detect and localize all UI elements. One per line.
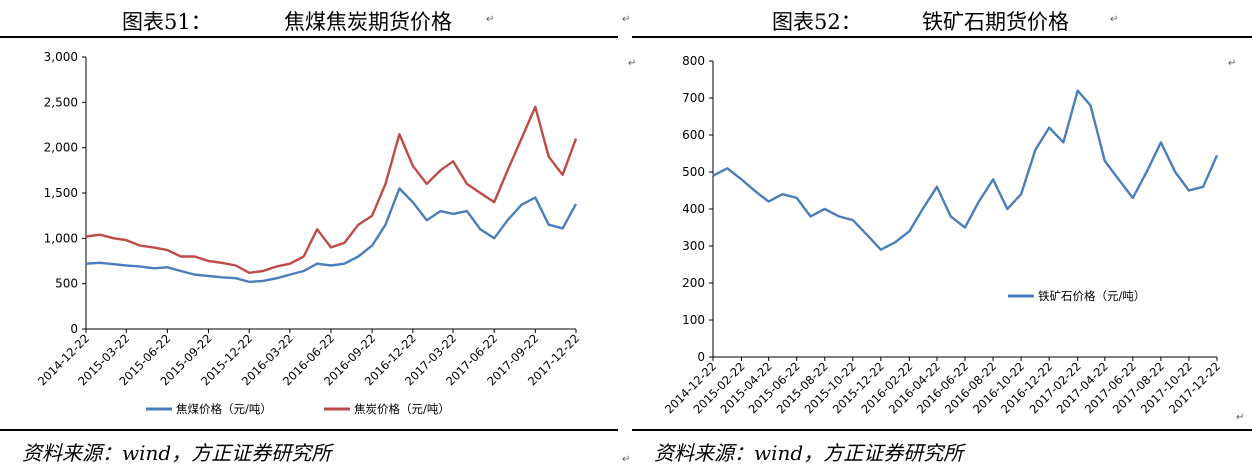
- legend-label: 焦炭价格（元/吨）: [354, 402, 450, 416]
- chart-title-row: 图表52： 铁矿石期货价格 ↵: [632, 0, 1252, 36]
- bottom-rule: [0, 429, 618, 431]
- figure-number: 图表52：: [772, 10, 862, 34]
- figure-title: 铁矿石期货价格: [922, 10, 1069, 34]
- return-mark-icon: ↵: [622, 454, 631, 465]
- return-mark-icon: ↵: [486, 14, 495, 25]
- source-note: 资料来源：wind，方正证券研究所: [22, 441, 332, 465]
- y-tick-label: 700: [682, 91, 705, 105]
- chart-title-row: 图表51： 焦煤焦炭期货价格 ↵: [0, 0, 618, 36]
- y-tick-label: 2,000: [44, 141, 78, 155]
- y-tick-label: 500: [682, 165, 705, 179]
- top-rule: [0, 36, 618, 38]
- series-line-1: [85, 105, 578, 274]
- return-mark-icon: ↵: [1236, 412, 1245, 423]
- legend-label: 焦煤价格（元/吨）: [176, 402, 272, 416]
- coking-price-chart: 05001,0001,5002,0002,5003,0002014-12-222…: [35, 50, 582, 416]
- y-tick-label: 200: [682, 276, 705, 290]
- y-tick-label: 300: [682, 239, 705, 253]
- series-line-0: [712, 89, 1219, 251]
- y-tick-label: 400: [682, 202, 705, 216]
- return-mark-icon: ↵: [622, 14, 631, 25]
- y-tick-label: 1,500: [44, 186, 78, 200]
- figure-number: 图表51：: [122, 10, 212, 34]
- y-tick-label: 800: [682, 54, 705, 68]
- y-tick-label: 100: [682, 313, 705, 327]
- chart-panel-iron-ore: ↵ 图表52： 铁矿石期货价格 ↵ ↵ ↵ ↵ 0 100 200 300 400 500…: [622, 0, 1252, 473]
- return-mark-icon: ↵: [628, 58, 637, 69]
- return-mark-icon: ↵: [1110, 14, 1119, 25]
- return-mark-icon: ↵: [1228, 58, 1237, 69]
- y-tick-label: 3,000: [44, 50, 78, 64]
- y-tick-label: 0: [697, 350, 705, 364]
- y-tick-label: 2,500: [44, 95, 78, 109]
- y-tick-label: 500: [55, 277, 78, 291]
- y-tick-label: 600: [682, 128, 705, 142]
- y-tick-label: 0: [70, 322, 78, 336]
- series-line-0: [85, 187, 578, 284]
- iron-ore-price-chart: 01002003004005006007008002014-12-222015-…: [662, 54, 1223, 416]
- bottom-rule: [632, 429, 1252, 431]
- top-rule: [632, 36, 1252, 38]
- chart-panel-coking: 图表51： 焦煤焦炭期货价格 ↵ 0 500 1,000 1,500 2,000 2,50…: [0, 0, 618, 473]
- legend-label: 铁矿石价格（元/吨）: [1038, 289, 1145, 303]
- figure-title: 焦煤焦炭期货价格: [284, 10, 452, 34]
- y-tick-label: 1,000: [44, 231, 78, 245]
- source-note: 资料来源：wind，方正证券研究所: [654, 441, 964, 465]
